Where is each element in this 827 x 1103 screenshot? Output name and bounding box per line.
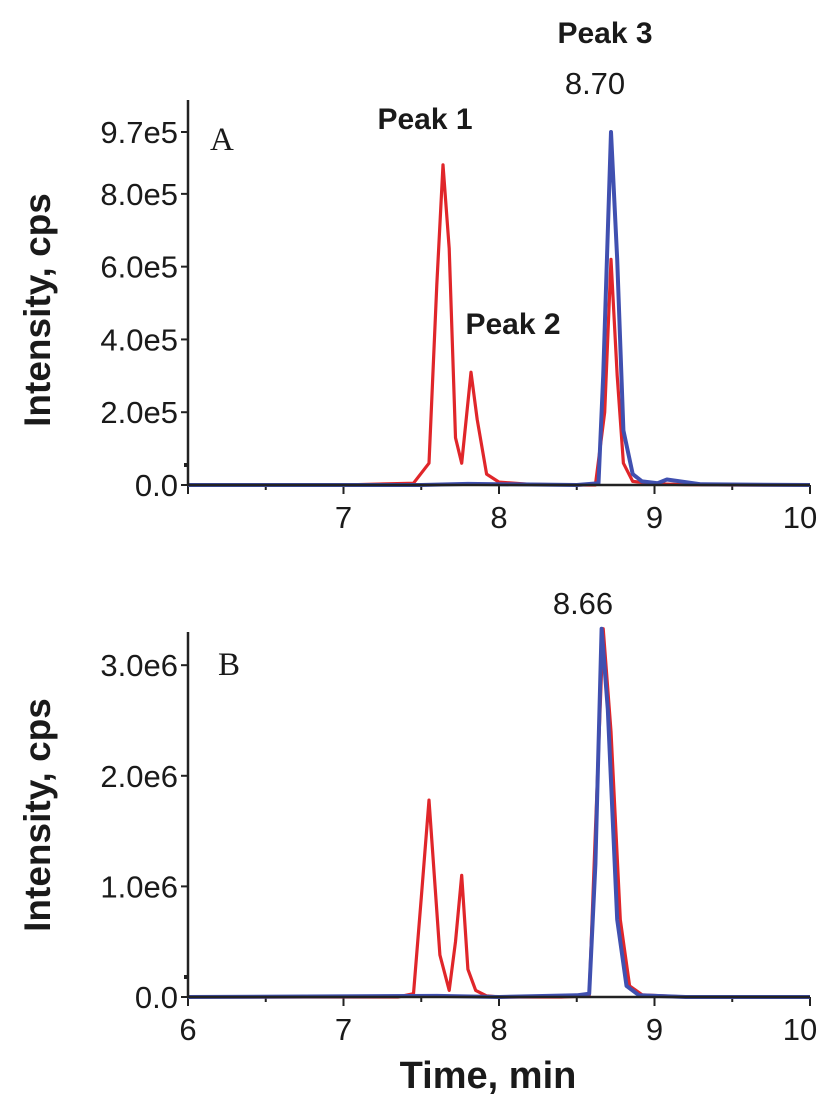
x-tick-label: 10 (783, 1012, 817, 1047)
panel-b: 0.0 1.0e6 2.0e6 3.0e6 6 7 8 9 10 B Intensity, cp… (17, 586, 817, 1097)
panel-b-plot: 0.0 1.0e6 2.0e6 3.0e6 6 7 8 9 10 (100, 626, 817, 1047)
x-tick-label: 10 (783, 500, 817, 535)
x-tick-label: 6 (179, 1012, 196, 1047)
series-red-trace (188, 163, 810, 487)
x-tick-label: 8 (490, 1012, 507, 1047)
y-tick-label: 2.0e6 (100, 759, 178, 794)
y-tick-label: 1.0e6 (100, 869, 178, 904)
y-tick-label: 9.7e5 (100, 115, 178, 150)
y-tick-label: 4.0e5 (100, 322, 178, 357)
series-blue-trace (187, 626, 810, 999)
x-tick-label: 7 (335, 500, 352, 535)
peak-1-label: Peak 1 (377, 103, 472, 136)
panel-b-label: B (218, 647, 240, 683)
peak-retention-time-b: 8.66 (553, 586, 613, 621)
x-tick-label: 7 (335, 1012, 352, 1047)
panel-a-label: A (210, 122, 234, 158)
y-tick-label: 3.0e6 (100, 648, 178, 683)
peak-3-label: Peak 3 (557, 17, 652, 50)
x-axis-label: Time, min (400, 1055, 577, 1097)
y-tick-label: 8.0e5 (100, 177, 178, 212)
y-tick-label: 6.0e5 (100, 250, 178, 285)
peak-2-label: Peak 2 (465, 308, 560, 341)
panel-b-y-axis-label: Intensity, cps (17, 698, 58, 932)
panel-a-plot: 0.0 2.0e5 4.0e5 6.0e5 8.0e5 9.7e5 7 8 9 10 (100, 115, 817, 535)
y-tick-label: 0.0 (135, 468, 178, 503)
x-tick-label: 9 (646, 500, 663, 535)
y-tick-label: 2.0e5 (100, 395, 178, 430)
y-tick-label: 0.0 (135, 980, 178, 1015)
series-red-trace (188, 627, 810, 999)
panel-a-y-axis-label: Intensity, cps (17, 193, 58, 427)
x-tick-label: 8 (490, 500, 507, 535)
panel-a: 0.0 2.0e5 4.0e5 6.0e5 8.0e5 9.7e5 7 8 9 10 A Inte… (17, 17, 817, 535)
x-tick-label: 9 (646, 1012, 663, 1047)
peak-3-retention-time: 8.70 (565, 66, 625, 101)
